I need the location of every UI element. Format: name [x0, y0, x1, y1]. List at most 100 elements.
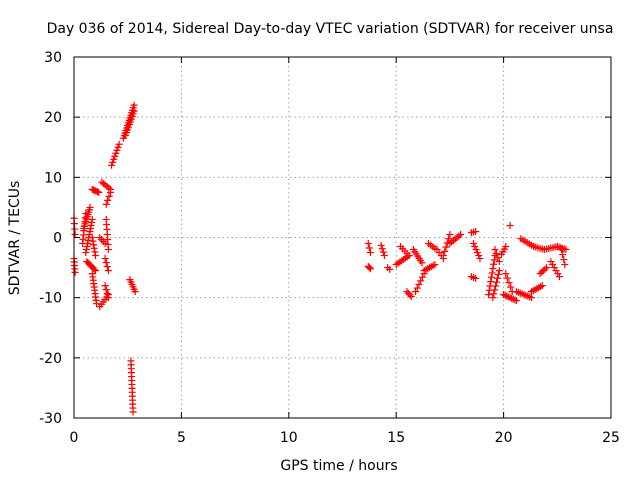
- data-point: [91, 267, 99, 275]
- data-point: [488, 269, 496, 277]
- data-point: [129, 408, 137, 416]
- data-point: [505, 279, 513, 287]
- data-point: [490, 260, 498, 268]
- data-point: [380, 252, 388, 260]
- data-point: [105, 192, 113, 200]
- data-point: [88, 215, 96, 223]
- data-point: [407, 292, 415, 300]
- data-point: [504, 293, 512, 301]
- data-point: [560, 256, 568, 264]
- data-point: [107, 188, 115, 196]
- data-point: [543, 264, 551, 272]
- data-point: [104, 246, 112, 254]
- x-tick-label: 0: [70, 430, 79, 446]
- data-point: [102, 200, 110, 208]
- data-point: [472, 246, 480, 254]
- data-point: [364, 240, 372, 248]
- data-point: [89, 237, 97, 245]
- data-point: [103, 263, 111, 271]
- data-point: [113, 146, 121, 154]
- data-point: [101, 255, 109, 263]
- data-point: [538, 282, 546, 290]
- y-tick-label: -30: [39, 411, 62, 427]
- data-point: [536, 270, 544, 278]
- data-point: [557, 244, 565, 252]
- x-axis-ticks: 0 5 10 15 20 25: [70, 57, 620, 446]
- data-point: [558, 244, 566, 252]
- data-point: [473, 249, 481, 257]
- data-point: [528, 294, 536, 302]
- y-tick-label: -20: [39, 351, 62, 367]
- data-point: [95, 188, 103, 196]
- data-point: [490, 290, 498, 298]
- data-point: [90, 241, 98, 249]
- data-point: [366, 265, 374, 273]
- data-point: [485, 291, 493, 299]
- plot-area-frame: [73, 56, 612, 419]
- data-point: [88, 234, 96, 241]
- data-point: [495, 258, 503, 266]
- data-point: [108, 161, 116, 169]
- data-point: [554, 270, 562, 278]
- x-tick-label: 5: [177, 430, 186, 446]
- data-point: [538, 268, 546, 276]
- data-point: [502, 243, 510, 251]
- data-point: [379, 248, 387, 256]
- data-point: [93, 300, 101, 308]
- chart-title: Day 036 of 2014, Sidereal Day-to-day VTE…: [47, 21, 614, 37]
- data-point: [90, 265, 98, 273]
- data-point: [112, 149, 120, 157]
- data-point: [101, 240, 109, 248]
- data-point: [509, 295, 517, 303]
- y-tick-label: -10: [39, 291, 62, 307]
- data-point: [506, 221, 514, 229]
- data-point: [365, 264, 373, 272]
- data-point: [493, 278, 501, 286]
- data-point: [561, 261, 569, 269]
- data-point: [104, 294, 112, 302]
- data-point: [470, 240, 478, 248]
- data-point: [547, 258, 555, 266]
- data-point: [552, 267, 560, 275]
- data-point: [405, 252, 413, 260]
- data-point: [102, 286, 110, 294]
- data-point: [103, 290, 111, 298]
- data-point: [489, 265, 497, 273]
- data-point: [439, 252, 447, 260]
- data-point: [541, 265, 549, 273]
- data-point: [91, 252, 99, 260]
- data-point: [130, 107, 138, 115]
- data-point: [102, 259, 110, 267]
- x-tick-label: 25: [602, 430, 620, 446]
- x-tick-label: 15: [387, 430, 405, 446]
- data-point: [492, 250, 500, 258]
- data-point: [93, 188, 101, 196]
- data-point: [494, 270, 502, 278]
- x-tick-label: 10: [280, 430, 298, 446]
- data-point: [418, 273, 426, 281]
- data-point: [109, 158, 117, 166]
- data-point: [502, 270, 510, 278]
- data-points: [70, 101, 570, 416]
- data-point: [506, 294, 514, 302]
- data-point: [490, 256, 498, 264]
- data-point: [491, 246, 499, 254]
- data-point: [105, 184, 113, 192]
- data-point: [446, 230, 454, 238]
- data-point: [471, 243, 479, 251]
- grid-lines: [74, 57, 611, 418]
- data-point: [417, 277, 425, 285]
- data-point: [493, 274, 501, 282]
- y-axis-ticks: -30 -20 -10 0 10 20 30: [39, 50, 611, 427]
- data-point: [378, 245, 386, 253]
- data-point: [550, 264, 558, 272]
- data-point: [412, 288, 420, 296]
- data-point: [418, 259, 426, 267]
- data-point: [71, 230, 79, 238]
- data-point: [508, 294, 516, 302]
- data-point: [495, 267, 503, 275]
- data-point: [491, 286, 499, 294]
- data-point: [549, 261, 557, 269]
- data-point: [377, 241, 385, 249]
